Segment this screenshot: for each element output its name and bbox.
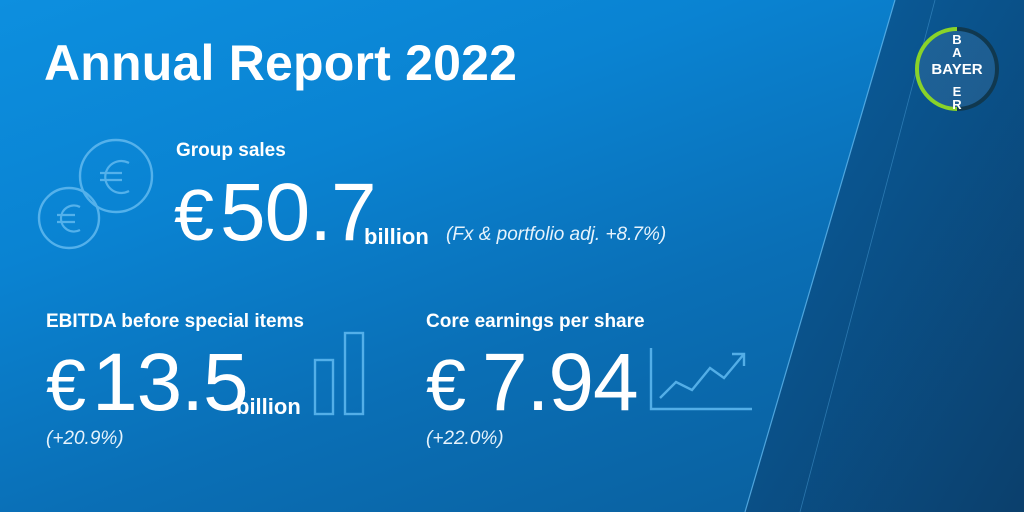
ebitda-unit: billion [236, 394, 301, 419]
group-sales-unit: billion [364, 224, 429, 249]
eps-value: 7.94 [482, 337, 639, 428]
trend-up-chart-icon [649, 348, 752, 411]
report-title: Annual Report 2022 [44, 35, 518, 91]
eps-change: (+22.0%) [426, 428, 504, 449]
logo-horizontal-text: BAYER [931, 61, 982, 78]
eps-label: Core earnings per share [426, 311, 645, 332]
logo-letter-e: E [953, 84, 962, 99]
logo-letter-a: A [952, 45, 962, 60]
bayer-cross-icon: B A E R BAYER [915, 27, 999, 112]
group-sales-adjusted-growth: (Fx & portfolio adj. +8.7%) [446, 224, 667, 245]
euro-coins-icon [37, 138, 154, 250]
bar-chart-icon [313, 331, 365, 416]
group-sales-value: 50.7 [220, 167, 377, 258]
bayer-logo: B A E R BAYER [912, 24, 1002, 114]
ebitda-value: 13.5 [92, 337, 249, 428]
ebitda-change: (+20.9%) [46, 428, 124, 449]
logo-letter-r: R [952, 97, 962, 112]
ebitda-label: EBITDA before special items [46, 311, 304, 332]
group-sales-currency: € [174, 176, 215, 256]
eps-currency: € [426, 346, 467, 426]
logo-letter-b: B [952, 32, 961, 47]
ebitda-currency: € [46, 346, 87, 426]
group-sales-label: Group sales [176, 140, 286, 161]
